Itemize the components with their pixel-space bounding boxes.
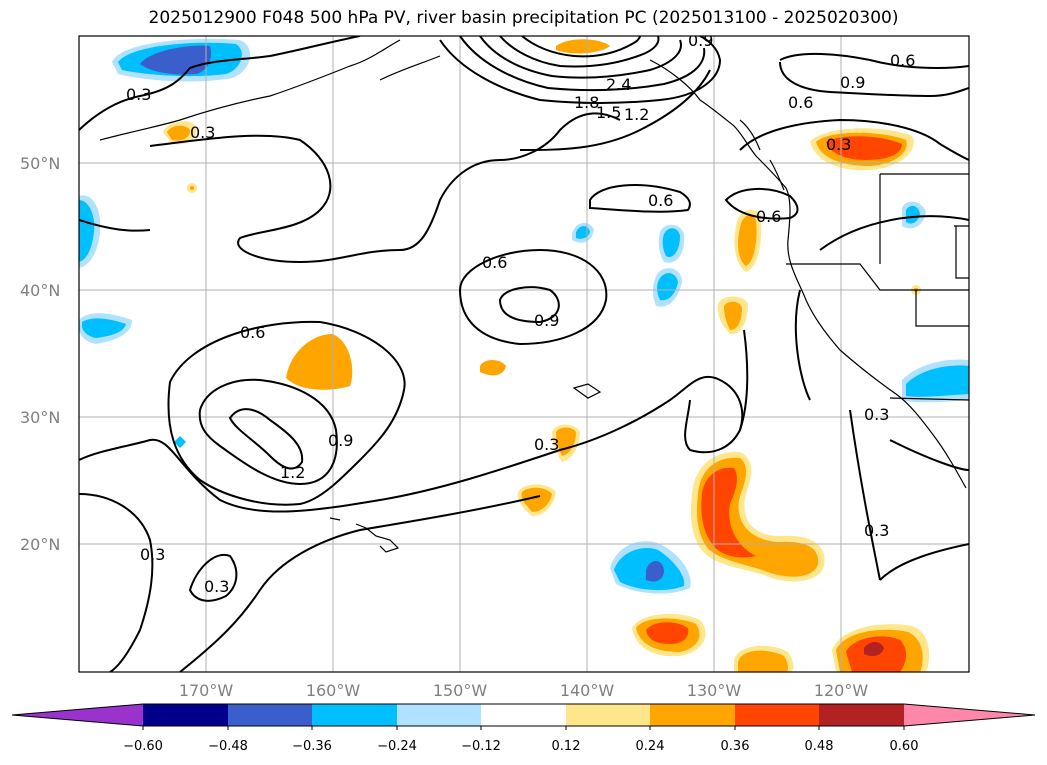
colorbar-tick-label: 0.24 xyxy=(636,739,665,754)
lon-label-130w: 130°W xyxy=(687,681,742,700)
contour-label: 0.3 xyxy=(140,545,165,564)
colorbar-segment xyxy=(481,704,566,726)
lon-label-170w: 170°W xyxy=(179,681,234,700)
contour-label: 0.9 xyxy=(328,431,353,450)
contour-label: 0.3 xyxy=(190,123,215,142)
pv-contours xyxy=(79,36,969,672)
map-title: 2025012900 F048 500 hPa PV, river basin … xyxy=(148,8,899,28)
contour-label: 0.6 xyxy=(648,191,673,210)
colorbar-segment xyxy=(735,704,819,726)
contour-label: 0.6 xyxy=(788,93,813,112)
lat-label-50n: 50°N xyxy=(20,154,60,173)
gridlines xyxy=(79,36,969,672)
colorbar-min-extend xyxy=(12,704,143,726)
coastlines xyxy=(99,39,969,553)
lat-label-30n: 30°N xyxy=(20,408,60,427)
contour-label: 0.3 xyxy=(826,135,851,154)
colorbar-segment xyxy=(819,704,904,726)
contour-label: 1.5 xyxy=(596,103,621,122)
lon-label-160w: 160°W xyxy=(306,681,361,700)
colorbar-tick-label: 0.12 xyxy=(552,739,581,754)
contour-label: 0.6 xyxy=(890,51,915,70)
colorbar-tick-label: −0.48 xyxy=(208,739,248,754)
lat-label-40n: 40°N xyxy=(20,281,60,300)
map-frame xyxy=(78,35,970,673)
contour-label: 0.3 xyxy=(204,577,229,596)
colorbar-max-extend xyxy=(904,704,1035,726)
contour-label: 0.6 xyxy=(240,323,265,342)
colorbar-tick-label: 0.36 xyxy=(721,739,750,754)
lon-label-150w: 150°W xyxy=(433,681,488,700)
colorbar-tick-label: −0.36 xyxy=(292,739,332,754)
colorbar-segment xyxy=(312,704,397,726)
colorbar-segment xyxy=(228,704,312,726)
contour-labels: 0.3 0.3 0.6 0.6 0.6 0.9 0.9 0.6 0.6 0.9 … xyxy=(126,31,915,596)
colorbar-segment xyxy=(650,704,735,726)
contour-label: 0.3 xyxy=(864,521,889,540)
contour-label: 0.3 xyxy=(864,405,889,424)
contour-label: 1.2 xyxy=(624,105,649,124)
colorbar-segment xyxy=(566,704,650,726)
lat-label-20n: 20°N xyxy=(20,535,60,554)
lon-label-140w: 140°W xyxy=(560,681,615,700)
colorbar: −0.60 −0.48 −0.36 −0.24 −0.12 0.12 0.24 … xyxy=(11,703,1036,754)
lon-label-120w: 120°W xyxy=(814,681,869,700)
map-area: 0.3 0.3 0.6 0.6 0.6 0.9 0.9 0.6 0.6 0.9 … xyxy=(79,31,969,672)
contour-label: 2.4 xyxy=(606,75,631,94)
colorbar-tick-label: 0.48 xyxy=(805,739,834,754)
latitude-labels: 50°N 40°N 30°N 20°N xyxy=(20,154,60,554)
contour-label: 0.9 xyxy=(534,311,559,330)
colorbar-segment xyxy=(143,704,228,726)
longitude-labels: 170°W 160°W 150°W 140°W 130°W 120°W xyxy=(179,681,869,700)
contour-label: 0.9 xyxy=(840,73,865,92)
contour-label: 0.6 xyxy=(482,253,507,272)
precip-shading xyxy=(79,38,969,672)
colorbar-tick-label: −0.12 xyxy=(461,739,501,754)
colorbar-tick-label: 0.60 xyxy=(890,739,919,754)
contour-label: 1.8 xyxy=(574,93,599,112)
colorbar-tick-label: −0.24 xyxy=(377,739,417,754)
contour-label: 0.6 xyxy=(756,207,781,226)
contour-label: 0.9 xyxy=(688,31,713,50)
colorbar-tick-label: −0.60 xyxy=(123,739,163,754)
contour-label: 0.3 xyxy=(534,435,559,454)
contour-label: 1.2 xyxy=(280,463,305,482)
contour-label: 0.3 xyxy=(126,85,151,104)
colorbar-segment xyxy=(397,704,481,726)
